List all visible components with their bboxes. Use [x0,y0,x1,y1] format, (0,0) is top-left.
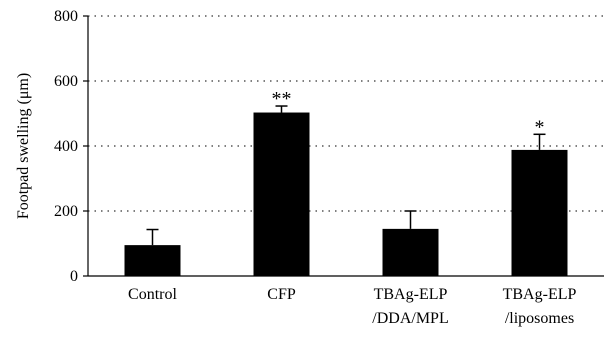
x-category-label: /liposomes [505,310,574,327]
y-tick-label: 200 [54,203,78,220]
x-category-label: CFP [267,286,296,303]
bar [511,149,568,276]
x-category-label: Control [128,286,177,303]
y-tick-label: 600 [54,73,78,90]
y-ticks: 0 200 400 600 800 [54,8,88,285]
bar [124,245,181,276]
y-tick-label: 0 [70,268,78,285]
x-tick-labels: Control CFP TBAg-ELP/DDA/MPL TBAg-ELP/lipos… [128,286,576,327]
bar [382,228,439,276]
y-axis-title: Footpad swelling (μm) [15,73,32,219]
y-tick-label: 800 [54,8,78,25]
x-category-label: TBAg-ELP [503,286,577,303]
bar [253,112,310,277]
significance-marker: * [535,116,545,138]
bars-group: *** [124,88,568,277]
y-tick-label: 400 [54,138,78,155]
x-category-label: /DDA/MPL [372,310,448,327]
x-category-label: TBAg-ELP [374,286,448,303]
significance-marker: ** [272,88,292,110]
